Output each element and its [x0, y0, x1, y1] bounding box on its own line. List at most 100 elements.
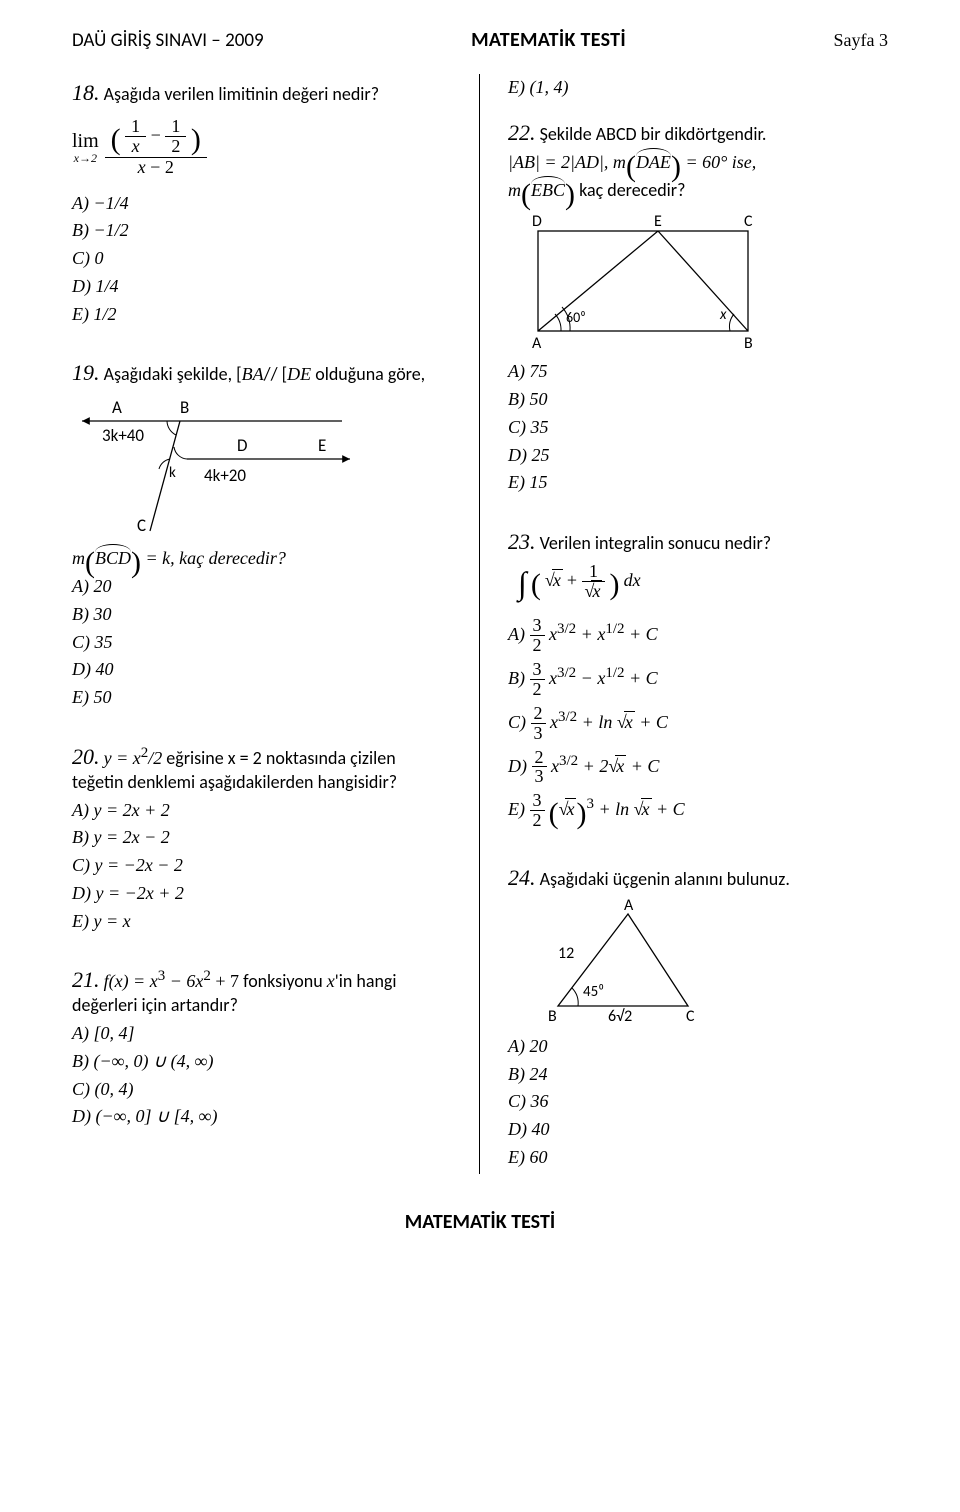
q18-opt-c: C) 0 — [72, 247, 451, 271]
page: DAÜ GİRİŞ SINAVI – 2009 MATEMATİK TESTİ … — [0, 0, 960, 1512]
q23-opt-a: A) 32 x3/2 + x1/2 + C — [508, 616, 888, 656]
question-23: 23. Verilen integralin sonucu nedir? ∫ (… — [508, 527, 888, 831]
svg-text:D: D — [237, 435, 247, 456]
q24-opt-a: A) 20 — [508, 1035, 888, 1059]
q20-opt-b: B) y = 2x − 2 — [72, 826, 451, 850]
page-header: DAÜ GİRİŞ SINAVI – 2009 MATEMATİK TESTİ … — [72, 28, 888, 52]
q21-s2: 2 — [203, 968, 211, 984]
q22-diagram: 60⁰ x D E C A B — [508, 206, 778, 356]
svg-text:E: E — [654, 212, 662, 231]
q22-arc2: EBC — [531, 179, 565, 203]
question-22: 22. Şekilde ABCD bir dikdörtgendir. |AB|… — [508, 118, 888, 495]
q19-text-b: olduğuna göre, — [311, 363, 425, 385]
q19-opt-b: B) 30 — [72, 603, 451, 627]
svg-text:A: A — [624, 896, 634, 915]
q23-num: 23. — [508, 529, 536, 554]
svg-text:45⁰: 45⁰ — [583, 983, 604, 1001]
svg-text:A: A — [532, 334, 542, 353]
q21-mid: − 6x — [165, 971, 203, 991]
q20-opt-a: A) y = 2x + 2 — [72, 799, 451, 823]
svg-text:C: C — [686, 1007, 695, 1026]
q21-pre: f(x) = x — [104, 971, 158, 991]
q20-num: 20. — [72, 744, 100, 769]
left-column: 18. Aşağıda verilen limitinin değeri ned… — [72, 74, 480, 1174]
svg-text:x: x — [719, 306, 727, 324]
page-footer: MATEMATİK TESTİ — [72, 1210, 888, 1234]
q21-opt-c: C) (0, 4) — [72, 1078, 451, 1102]
q24-opt-e: E) 60 — [508, 1146, 888, 1170]
q18-text: Aşağıda verilen limitinin değeri nedir? — [104, 83, 379, 105]
question-20: 20. y = x2/2 eğrisine x = 2 noktasında ç… — [72, 742, 451, 934]
svg-text:6√2: 6√2 — [608, 1007, 632, 1026]
q22-text: Şekilde ABCD bir dikdörtgendir. — [540, 123, 767, 145]
q21-opt-b: B) (−∞, 0) ∪ (4, ∞) — [72, 1050, 451, 1074]
q21-opt-a: A) [0, 4] — [72, 1022, 451, 1046]
q22-opt-b: B) 50 — [508, 388, 888, 412]
q21-num: 21. — [72, 967, 100, 992]
svg-text:E: E — [318, 435, 326, 456]
q22-opt-a: A) 75 — [508, 360, 888, 384]
q20-opt-c: C) y = −2x − 2 — [72, 854, 451, 878]
q22-opt-d: D) 25 — [508, 444, 888, 468]
q19-arc: BCD — [95, 547, 131, 571]
q22-l3a: m — [508, 180, 521, 200]
question-18: 18. Aşağıda verilen limitinin değeri ned… — [72, 78, 451, 326]
header-left: DAÜ GİRİŞ SINAVI – 2009 — [72, 29, 264, 52]
svg-text:12: 12 — [558, 944, 574, 963]
q19-diagram: A B D E C k 3k+40 4k+20 — [72, 391, 362, 541]
header-right: Sayfa 3 — [834, 30, 888, 51]
q22-num: 22. — [508, 120, 536, 145]
svg-text:B: B — [180, 397, 189, 418]
svg-text:C: C — [744, 212, 753, 231]
q19-num: 19. — [72, 360, 100, 385]
q19-opt-c: C) 35 — [72, 631, 451, 655]
q24-opt-c: C) 36 — [508, 1090, 888, 1114]
q23-integral: ∫ ( √x + 1√x ) dx — [518, 562, 888, 604]
svg-text:A: A — [112, 397, 122, 418]
q22-l2a: |AB| = 2|AD|, m — [508, 152, 626, 172]
q22-l3b: kaç derecedir? — [575, 179, 685, 201]
q21-opt-d: D) (−∞, 0] ∪ [4, ∞) — [72, 1105, 451, 1129]
q24-text: Aşağıdaki üçgenin alanını bulunuz. — [540, 868, 790, 890]
svg-text:B: B — [744, 334, 753, 353]
q23-opt-d: D) 23 x3/2 + 2√x + C — [508, 748, 888, 788]
q23-opt-c: C) 23 x3/2 + ln √x + C — [508, 704, 888, 744]
q19-postb: = k, kaç derecedir? — [141, 548, 286, 568]
question-21: 21. f(x) = x3 − 6x2 + 7 fonksiyonu x'in … — [72, 965, 451, 1129]
q24-opt-d: D) 40 — [508, 1118, 888, 1142]
q23-opt-e: E) 32 (√x)3 + ln √x + C — [508, 791, 888, 831]
q22-opt-e: E) 15 — [508, 471, 888, 495]
q19-opt-e: E) 50 — [72, 686, 451, 710]
content-columns: 18. Aşağıda verilen limitinin değeri ned… — [72, 74, 888, 1174]
q23-opt-b: B) 32 x3/2 − x1/2 + C — [508, 660, 888, 700]
q18-num: 18. — [72, 80, 100, 105]
q19-m: m — [72, 548, 85, 568]
q24-opt-b: B) 24 — [508, 1063, 888, 1087]
question-24: 24. Aşağıdaki üçgenin alanını bulunuz. A… — [508, 863, 888, 1170]
q22-opt-c: C) 35 — [508, 416, 888, 440]
q18-opt-b: B) −1/2 — [72, 219, 451, 243]
q18-opt-d: D) 1/4 — [72, 275, 451, 299]
q19-text-mid: // [ — [264, 363, 288, 385]
q20-expr-pre: y = x — [104, 748, 141, 768]
q19-text-a: Aşağıdaki şekilde, [ — [104, 363, 242, 385]
q20-opt-e: E) y = x — [72, 910, 451, 934]
svg-text:C: C — [137, 515, 146, 536]
q19-de: DE — [287, 364, 311, 384]
q18-limit-expr: lim x→2 ( 1x − 12 ) x − 2 — [72, 117, 207, 177]
header-center: MATEMATİK TESTİ — [471, 28, 626, 52]
svg-text:D: D — [532, 212, 542, 231]
q23-text: Verilen integralin sonucu nedir? — [540, 532, 772, 554]
q24-diagram: A B C 12 45⁰ 6√2 — [508, 896, 738, 1031]
q19-ba: BA — [242, 364, 264, 384]
svg-text:k: k — [169, 464, 176, 482]
q19-opt-a: A) 20 — [72, 575, 451, 599]
q18-opt-a: A) −1/4 — [72, 192, 451, 216]
q19-opt-d: D) 40 — [72, 658, 451, 682]
question-19: 19. Aşağıdaki şekilde, [BA// [DE olduğun… — [72, 358, 451, 710]
svg-text:3k+40: 3k+40 — [102, 425, 144, 446]
svg-text:B: B — [548, 1007, 557, 1026]
svg-text:4k+20: 4k+20 — [204, 465, 246, 486]
q20-opt-d: D) y = −2x + 2 — [72, 882, 451, 906]
q22-l2b: = 60° ise, — [681, 152, 756, 172]
